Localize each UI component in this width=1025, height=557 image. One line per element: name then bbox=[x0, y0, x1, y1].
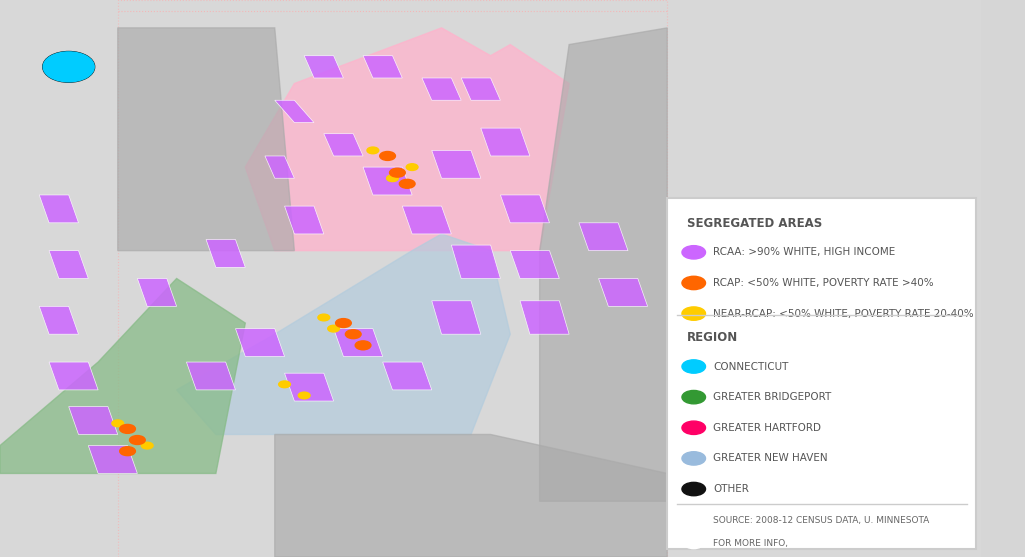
Polygon shape bbox=[187, 362, 236, 390]
Polygon shape bbox=[0, 278, 245, 473]
Polygon shape bbox=[245, 28, 569, 251]
Circle shape bbox=[386, 175, 399, 182]
Circle shape bbox=[682, 452, 705, 465]
Text: RCAP: <50% WHITE, POVERTY RATE >40%: RCAP: <50% WHITE, POVERTY RATE >40% bbox=[713, 278, 934, 288]
Circle shape bbox=[279, 381, 290, 388]
Text: RCAA: >90% WHITE, HIGH INCOME: RCAA: >90% WHITE, HIGH INCOME bbox=[713, 247, 896, 257]
Polygon shape bbox=[451, 245, 500, 278]
Circle shape bbox=[345, 330, 361, 339]
Circle shape bbox=[335, 319, 352, 328]
Polygon shape bbox=[324, 134, 363, 156]
Circle shape bbox=[44, 53, 93, 81]
Circle shape bbox=[141, 442, 153, 449]
Text: REGION: REGION bbox=[687, 331, 738, 344]
Polygon shape bbox=[39, 306, 79, 334]
Text: SEGREGATED AREAS: SEGREGATED AREAS bbox=[687, 217, 822, 230]
Text: GREATER BRIDGEPORT: GREATER BRIDGEPORT bbox=[713, 392, 831, 402]
Polygon shape bbox=[500, 195, 549, 223]
Polygon shape bbox=[432, 301, 481, 334]
Polygon shape bbox=[264, 156, 294, 178]
Polygon shape bbox=[599, 278, 648, 306]
Circle shape bbox=[356, 341, 371, 350]
Polygon shape bbox=[275, 434, 667, 557]
FancyBboxPatch shape bbox=[667, 0, 981, 557]
Polygon shape bbox=[432, 150, 481, 178]
Circle shape bbox=[120, 424, 135, 433]
Circle shape bbox=[129, 436, 146, 444]
Polygon shape bbox=[461, 78, 500, 100]
Circle shape bbox=[328, 325, 339, 332]
Circle shape bbox=[406, 164, 418, 170]
Polygon shape bbox=[137, 278, 176, 306]
Text: FOR MORE INFO,: FOR MORE INFO, bbox=[713, 539, 788, 548]
Polygon shape bbox=[304, 56, 343, 78]
Text: SOURCE: 2008-12 CENSUS DATA, U. MINNESOTA: SOURCE: 2008-12 CENSUS DATA, U. MINNESOT… bbox=[713, 516, 930, 525]
Polygon shape bbox=[510, 251, 560, 278]
Circle shape bbox=[390, 168, 405, 177]
Text: NEAR-RCAP: <50% WHITE, POVERTY RATE 20-40%: NEAR-RCAP: <50% WHITE, POVERTY RATE 20-4… bbox=[713, 309, 974, 319]
Circle shape bbox=[682, 360, 705, 373]
Polygon shape bbox=[540, 28, 667, 501]
Polygon shape bbox=[88, 446, 137, 473]
Text: GREATER NEW HAVEN: GREATER NEW HAVEN bbox=[713, 453, 828, 463]
Circle shape bbox=[682, 390, 705, 404]
Polygon shape bbox=[49, 251, 88, 278]
Circle shape bbox=[298, 392, 311, 399]
Circle shape bbox=[400, 179, 415, 188]
Text: CONNECTICUT: CONNECTICUT bbox=[713, 361, 788, 372]
Circle shape bbox=[367, 147, 379, 154]
Circle shape bbox=[318, 314, 330, 321]
Polygon shape bbox=[118, 28, 294, 251]
Text: GREATER HARTFORD: GREATER HARTFORD bbox=[713, 423, 821, 433]
Polygon shape bbox=[333, 329, 382, 356]
Polygon shape bbox=[236, 329, 285, 356]
Polygon shape bbox=[176, 234, 510, 434]
Polygon shape bbox=[285, 206, 324, 234]
Polygon shape bbox=[481, 128, 530, 156]
Circle shape bbox=[682, 246, 705, 259]
Circle shape bbox=[379, 152, 396, 160]
Circle shape bbox=[682, 307, 705, 320]
Polygon shape bbox=[382, 362, 432, 390]
Polygon shape bbox=[39, 195, 79, 223]
Circle shape bbox=[682, 482, 705, 496]
Polygon shape bbox=[49, 362, 98, 390]
FancyBboxPatch shape bbox=[667, 198, 977, 549]
Circle shape bbox=[120, 447, 135, 456]
FancyBboxPatch shape bbox=[0, 0, 667, 557]
Polygon shape bbox=[275, 100, 314, 123]
Circle shape bbox=[682, 421, 705, 434]
Circle shape bbox=[112, 420, 124, 427]
Text: OTHER: OTHER bbox=[713, 484, 749, 494]
Polygon shape bbox=[363, 56, 402, 78]
Circle shape bbox=[684, 515, 703, 526]
Circle shape bbox=[682, 276, 705, 290]
Circle shape bbox=[684, 538, 703, 549]
Polygon shape bbox=[69, 407, 118, 434]
Polygon shape bbox=[520, 301, 569, 334]
Polygon shape bbox=[579, 223, 628, 251]
Polygon shape bbox=[285, 373, 333, 401]
Polygon shape bbox=[422, 78, 461, 100]
Polygon shape bbox=[363, 167, 412, 195]
Polygon shape bbox=[206, 240, 245, 267]
Polygon shape bbox=[402, 206, 451, 234]
